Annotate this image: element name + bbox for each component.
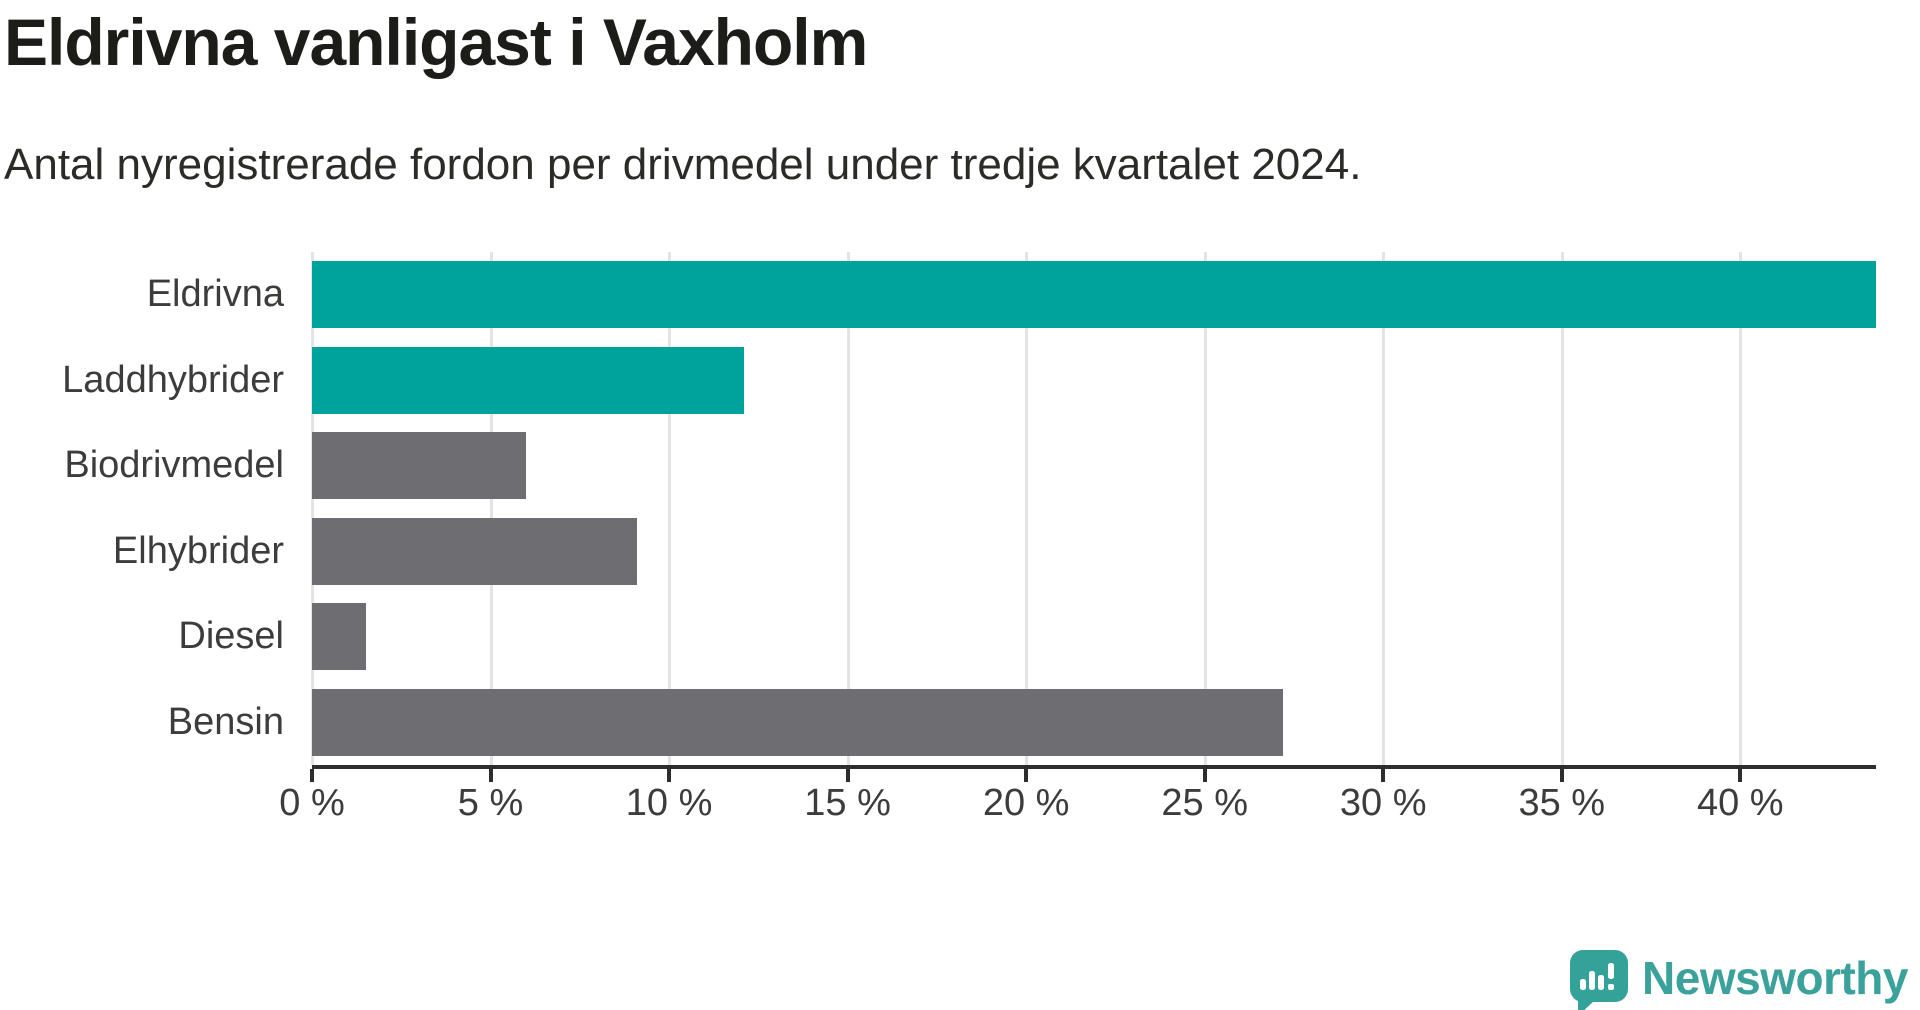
page-title: Eldrivna vanligast i Vaxholm [4,5,868,79]
bar-bensin [312,688,1284,756]
x-tick-mark [1738,769,1743,782]
x-tick-label: 15 % [804,782,891,824]
x-tick-mark [310,769,314,782]
category-label: Eldrivna [146,273,284,315]
x-tick-label: 25 % [1161,782,1248,824]
x-tick-mark [1559,769,1564,782]
gridline [1382,252,1386,765]
x-tick-label: 10 % [625,782,713,824]
x-tick-label: 35 % [1518,782,1606,824]
gridline [668,252,672,765]
category-label: Bensin [167,700,284,743]
x-tick-mark [1024,769,1029,782]
plot-area [311,252,1876,765]
x-tick-mark [488,769,493,782]
newsworthy-logo: Newsworthy [1570,950,1908,1010]
x-tick-mark [1202,769,1207,782]
x-tick-label: 30 % [1339,782,1427,824]
x-tick-label: 0 % [279,782,345,824]
category-label: Biodrivmedel [64,444,284,486]
x-tick-label: 40 % [1696,782,1784,824]
category-label: Laddhybrider [62,358,284,401]
category-axis: Eldrivna Laddhybrider Biodrivmedel Elhybrid… [0,252,284,765]
brand-name: Newsworthy [1642,952,1908,1004]
bar-eldrivna [312,261,1876,328]
gridline [1025,252,1029,765]
gridline [1560,252,1564,765]
category-label: Elhybrider [112,529,284,572]
x-tick-mark [1381,769,1386,782]
gridline [846,252,850,765]
bar-biodrivmedel [312,432,527,499]
x-tick-label: 5 % [457,782,524,824]
x-tick-mark [845,769,850,782]
x-tick-label: 20 % [982,782,1070,824]
gridline [489,252,493,765]
bar-diesel [312,603,366,670]
x-axis-line [312,765,1876,769]
bar-laddhybrider [312,346,745,414]
gridline [311,252,314,765]
bar-elhybrider [312,517,637,585]
newsworthy-speech-bubble-chart-icon [1570,950,1629,1010]
gridline [1739,252,1743,765]
chart-subtitle: Antal nyregistrerade fordon per drivmede… [4,140,1362,189]
x-tick-mark [667,769,672,782]
category-label: Diesel [178,615,284,657]
gridline [1203,252,1207,765]
